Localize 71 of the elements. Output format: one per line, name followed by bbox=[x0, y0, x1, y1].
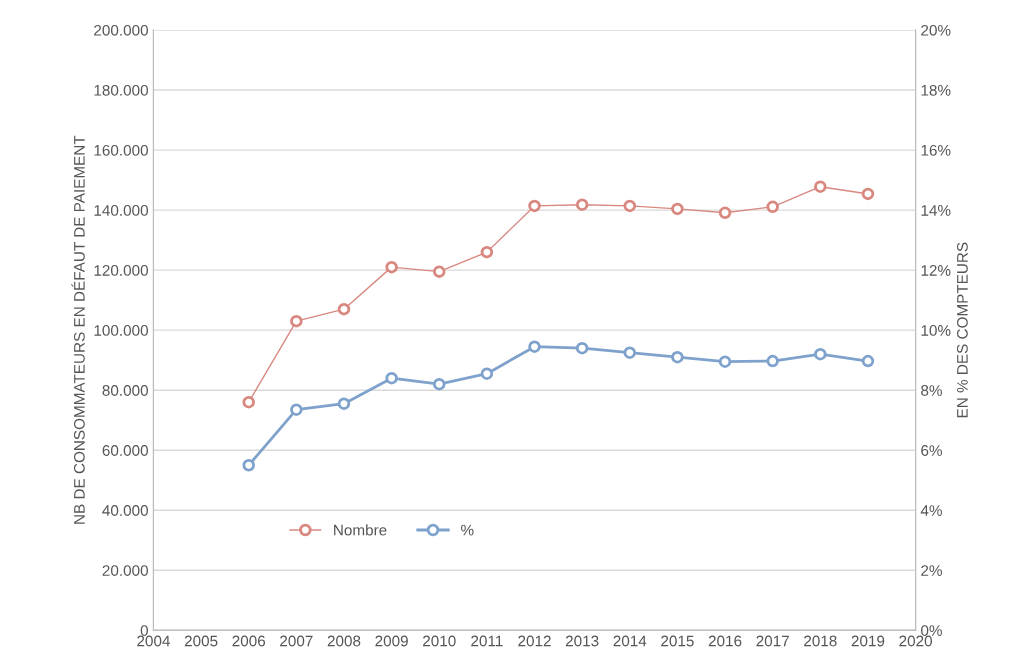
y2-tick-label: 18% bbox=[921, 84, 951, 96]
point bbox=[671, 202, 684, 216]
point bbox=[385, 371, 398, 385]
y-tick-label: 20.000 bbox=[102, 565, 148, 576]
x-tick-label: 2017 bbox=[756, 635, 789, 647]
x-tick-label: 2009 bbox=[375, 635, 408, 647]
point bbox=[766, 200, 779, 214]
y2-tick-label: 6% bbox=[921, 445, 942, 456]
y2-tick-label: 8% bbox=[921, 385, 942, 396]
y-tick-label: 40.000 bbox=[102, 505, 148, 516]
point bbox=[766, 354, 779, 368]
y2-tick-label: 10% bbox=[921, 325, 951, 336]
point bbox=[575, 198, 589, 211]
y-tick-label: 180.000 bbox=[94, 84, 148, 96]
y-tick-label: 140.000 bbox=[94, 204, 148, 216]
y-axis-title: NB DE CONSOMMATEURS EN DÉFAUT DE PAIEMENT bbox=[71, 135, 85, 524]
y2-tick-label: 20% bbox=[921, 24, 951, 36]
x-tick-label: 2005 bbox=[184, 635, 218, 647]
point bbox=[337, 302, 351, 316]
x-tick-label: 2015 bbox=[661, 635, 694, 647]
point bbox=[623, 346, 637, 359]
y-tick-label: 0 bbox=[140, 625, 148, 636]
y2-tick-label: 2% bbox=[921, 565, 942, 576]
point bbox=[528, 199, 541, 213]
x-tick-label: 2016 bbox=[708, 635, 742, 647]
point bbox=[623, 199, 637, 213]
x-tick-label: 2007 bbox=[280, 635, 313, 647]
point bbox=[528, 340, 541, 353]
y-tick-label: 80.000 bbox=[102, 385, 148, 396]
point bbox=[575, 341, 589, 355]
y2-tick-label: 12% bbox=[921, 265, 951, 276]
point bbox=[290, 403, 303, 416]
x-tick-label: 2008 bbox=[327, 635, 361, 647]
point bbox=[718, 206, 732, 220]
point bbox=[718, 355, 732, 368]
point bbox=[814, 347, 827, 361]
point bbox=[861, 187, 875, 201]
point bbox=[242, 395, 255, 409]
x-tick-label: 2018 bbox=[804, 635, 837, 647]
x-tick-label: 2004 bbox=[137, 635, 170, 647]
point bbox=[480, 367, 494, 380]
y2-tick-label: 16% bbox=[921, 144, 951, 156]
point bbox=[433, 265, 446, 278]
y2-tick-label: 0% bbox=[921, 625, 942, 636]
x-tick-label: 2014 bbox=[613, 635, 647, 647]
y-tick-label: 200.000 bbox=[94, 24, 148, 36]
x-tick-label: 2013 bbox=[565, 635, 599, 647]
x-tick-label: 2006 bbox=[232, 635, 266, 647]
point bbox=[671, 350, 684, 364]
legend-label: Nombre bbox=[334, 524, 387, 536]
legend-label: % bbox=[461, 524, 474, 536]
y-tick-label: 160.000 bbox=[94, 144, 148, 156]
point bbox=[814, 180, 827, 193]
y-tick-label: 100.000 bbox=[94, 325, 148, 336]
point bbox=[242, 458, 255, 472]
point bbox=[290, 314, 303, 328]
x-tick-label: 2019 bbox=[851, 635, 885, 647]
point bbox=[480, 245, 494, 259]
y2-tick-label: 14% bbox=[921, 205, 951, 216]
x-tick-label: 2020 bbox=[899, 635, 932, 647]
y-tick-label: 120.000 bbox=[94, 265, 148, 276]
x-tick-label: 2010 bbox=[423, 635, 456, 647]
x-tick-label: 2012 bbox=[518, 635, 551, 647]
point bbox=[385, 260, 398, 274]
x-tick-label: 2011 bbox=[471, 635, 503, 647]
y-tick-label: 60.000 bbox=[102, 445, 148, 456]
y2-axis-title: EN % DES COMPTEURS bbox=[956, 242, 968, 418]
point bbox=[337, 397, 351, 410]
point bbox=[861, 354, 875, 368]
y2-tick-label: 4% bbox=[920, 505, 942, 516]
point bbox=[433, 377, 446, 391]
